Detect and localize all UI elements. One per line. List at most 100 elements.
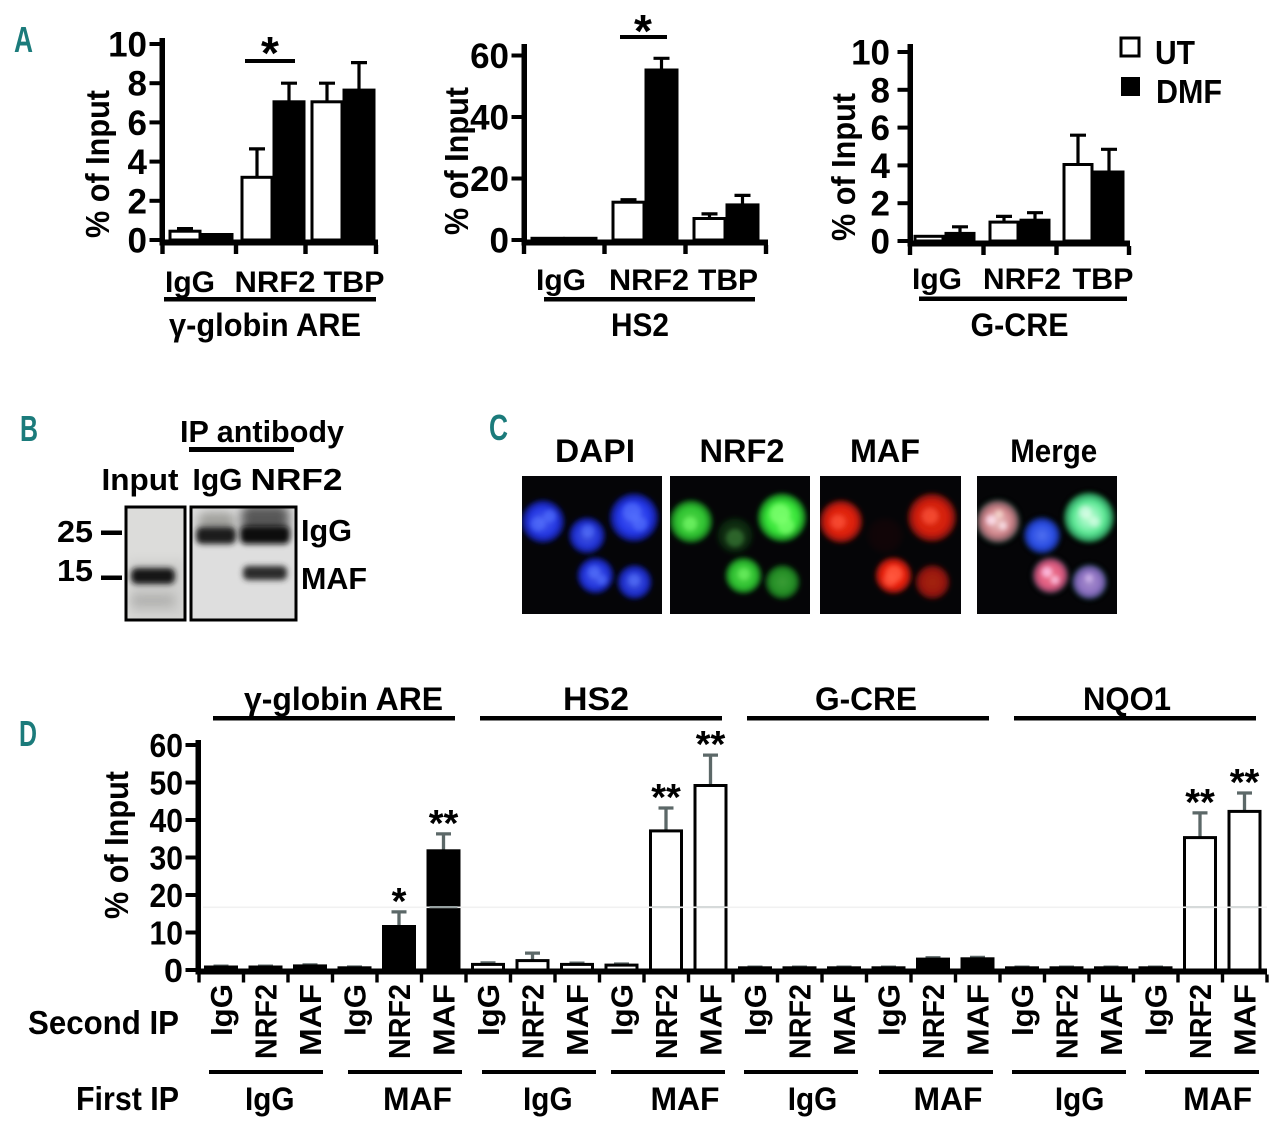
svg-text:NRF2: NRF2 bbox=[249, 984, 284, 1059]
svg-text:8: 8 bbox=[128, 65, 147, 104]
svg-text:IgG: IgG bbox=[165, 266, 215, 299]
svg-text:NQO1: NQO1 bbox=[1083, 681, 1171, 717]
svg-text:MAF: MAF bbox=[1183, 1081, 1252, 1117]
svg-text:IgG: IgG bbox=[301, 513, 352, 548]
svg-text:TBP: TBP bbox=[324, 266, 385, 299]
svg-text:NRF2: NRF2 bbox=[649, 984, 684, 1059]
svg-text:IgG: IgG bbox=[738, 984, 773, 1036]
svg-text:A: A bbox=[14, 19, 33, 60]
svg-text:DAPI: DAPI bbox=[555, 433, 635, 469]
svg-text:MAF: MAF bbox=[827, 984, 862, 1056]
svg-text:HS2: HS2 bbox=[563, 681, 629, 717]
svg-text:TBP: TBP bbox=[698, 264, 758, 297]
svg-text:IgG: IgG bbox=[338, 984, 373, 1036]
svg-text:Merge: Merge bbox=[1010, 433, 1097, 469]
svg-text:8: 8 bbox=[871, 71, 890, 110]
svg-text:NRF2: NRF2 bbox=[382, 984, 417, 1059]
svg-text:% of Input: % of Input bbox=[98, 771, 135, 919]
svg-text:% of Input: % of Input bbox=[825, 93, 862, 241]
svg-text:50: 50 bbox=[150, 765, 184, 802]
svg-text:NRF2: NRF2 bbox=[1050, 984, 1085, 1059]
svg-text:0: 0 bbox=[871, 223, 890, 262]
svg-text:MAF: MAF bbox=[427, 984, 462, 1056]
svg-text:TBP: TBP bbox=[1073, 263, 1134, 296]
svg-text:IgG: IgG bbox=[1139, 984, 1174, 1036]
svg-text:UT: UT bbox=[1155, 34, 1195, 71]
svg-text:10: 10 bbox=[108, 26, 147, 65]
svg-text:MAF: MAF bbox=[961, 984, 996, 1056]
svg-text:D: D bbox=[19, 713, 37, 754]
svg-text:25: 25 bbox=[57, 514, 93, 549]
svg-text:IgG: IgG bbox=[1005, 984, 1040, 1036]
svg-text:NRF2: NRF2 bbox=[609, 264, 689, 297]
svg-text:NRF2: NRF2 bbox=[251, 462, 343, 497]
svg-text:NRF2: NRF2 bbox=[783, 984, 818, 1059]
svg-text:15: 15 bbox=[57, 553, 93, 588]
svg-text:MAF: MAF bbox=[651, 1081, 720, 1117]
svg-text:4: 4 bbox=[871, 147, 891, 186]
svg-text:DMF: DMF bbox=[1156, 73, 1222, 110]
svg-text:IgG: IgG bbox=[523, 1081, 573, 1117]
svg-text:MAF: MAF bbox=[293, 984, 328, 1056]
svg-text:G-CRE: G-CRE bbox=[815, 681, 917, 717]
svg-text:**: ** bbox=[1185, 782, 1215, 824]
svg-text:NRF2: NRF2 bbox=[700, 433, 785, 469]
svg-text:10: 10 bbox=[150, 915, 184, 952]
svg-text:IgG: IgG bbox=[912, 263, 962, 296]
svg-text:0: 0 bbox=[490, 222, 509, 261]
svg-text:40: 40 bbox=[470, 99, 509, 138]
svg-text:MAF: MAF bbox=[1228, 984, 1263, 1056]
svg-text:IgG: IgG bbox=[536, 264, 586, 297]
svg-text:MAF: MAF bbox=[383, 1081, 452, 1117]
svg-text:IgG: IgG bbox=[471, 984, 506, 1036]
svg-text:IgG: IgG bbox=[1055, 1081, 1105, 1117]
svg-text:MAF: MAF bbox=[914, 1081, 983, 1117]
svg-text:MAF: MAF bbox=[301, 561, 367, 596]
svg-text:IgG: IgG bbox=[605, 984, 640, 1036]
svg-text:0: 0 bbox=[164, 952, 183, 989]
svg-text:G-CRE: G-CRE bbox=[971, 307, 1069, 343]
svg-text:30: 30 bbox=[150, 840, 184, 877]
svg-text:MAF: MAF bbox=[850, 433, 920, 469]
svg-text:HS2: HS2 bbox=[611, 307, 669, 343]
svg-text:IP antibody: IP antibody bbox=[180, 414, 345, 449]
svg-text:IgG: IgG bbox=[204, 984, 239, 1036]
svg-text:MAF: MAF bbox=[694, 984, 729, 1056]
svg-text:20: 20 bbox=[150, 877, 184, 914]
svg-text:B: B bbox=[20, 408, 38, 449]
svg-text:First IP: First IP bbox=[76, 1080, 179, 1117]
svg-text:γ-globin ARE: γ-globin ARE bbox=[244, 681, 443, 717]
svg-text:**: ** bbox=[1230, 762, 1260, 804]
svg-text:2: 2 bbox=[128, 182, 147, 221]
svg-text:γ-globin ARE: γ-globin ARE bbox=[169, 307, 361, 343]
svg-text:Input: Input bbox=[102, 462, 179, 497]
svg-text:IgG: IgG bbox=[872, 984, 907, 1036]
svg-text:*: * bbox=[261, 27, 279, 79]
svg-text:NRF2: NRF2 bbox=[235, 266, 316, 299]
svg-text:60: 60 bbox=[150, 727, 184, 764]
svg-text:MAF: MAF bbox=[1094, 984, 1129, 1056]
svg-text:*: * bbox=[392, 881, 407, 923]
svg-text:10: 10 bbox=[851, 34, 890, 73]
svg-text:6: 6 bbox=[128, 104, 147, 143]
svg-text:Second IP: Second IP bbox=[28, 1004, 179, 1041]
svg-text:0: 0 bbox=[128, 222, 147, 261]
svg-text:IgG: IgG bbox=[193, 462, 243, 497]
svg-text:40: 40 bbox=[150, 802, 184, 839]
svg-text:NRF2: NRF2 bbox=[516, 984, 551, 1059]
svg-text:NRF2: NRF2 bbox=[916, 984, 951, 1059]
svg-text:*: * bbox=[634, 5, 652, 57]
svg-text:IgG: IgG bbox=[245, 1081, 295, 1117]
svg-text:**: ** bbox=[696, 724, 726, 766]
svg-text:% of Input: % of Input bbox=[79, 90, 116, 238]
svg-text:**: ** bbox=[429, 803, 459, 845]
svg-text:MAF: MAF bbox=[560, 984, 595, 1056]
svg-text:20: 20 bbox=[470, 160, 509, 199]
svg-text:C: C bbox=[489, 407, 508, 448]
svg-text:4: 4 bbox=[128, 143, 148, 182]
svg-text:% of Input: % of Input bbox=[438, 87, 475, 235]
svg-text:6: 6 bbox=[871, 109, 890, 148]
svg-text:60: 60 bbox=[470, 37, 509, 76]
svg-text:NRF2: NRF2 bbox=[1183, 984, 1218, 1059]
svg-text:NRF2: NRF2 bbox=[983, 263, 1061, 296]
